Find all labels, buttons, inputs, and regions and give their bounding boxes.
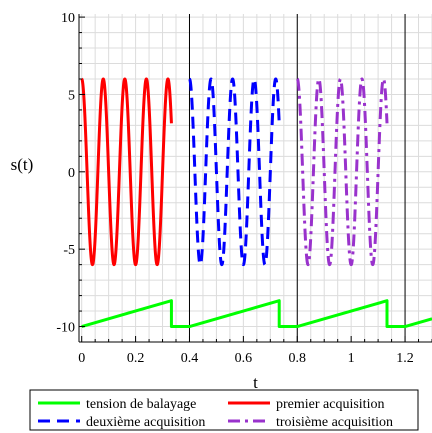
tick-labels: 0 0.2 0.4 0.6 0.8 1 1.2 -10 -5 0 5 10 <box>56 11 413 366</box>
x-tick-label: 1 <box>348 351 355 366</box>
legend-label: tension de balayage <box>86 397 196 412</box>
series-troisième-acquisition <box>295 77 389 267</box>
legend-label: troisième acquisition <box>276 415 393 430</box>
series-deuxième-acquisition <box>188 77 281 267</box>
y-axis-label: s(t) <box>11 155 34 174</box>
y-tick-label: 5 <box>68 88 75 103</box>
series-tension-de-balayage <box>81 299 432 329</box>
grid <box>79 14 432 342</box>
legend-box <box>29 389 419 431</box>
series-group <box>80 77 432 329</box>
y-tick-label: 10 <box>61 11 75 26</box>
legend-label: premier acquisition <box>276 397 384 412</box>
x-tick-label: 0.4 <box>181 351 199 366</box>
x-tick-label: 0.8 <box>289 351 307 366</box>
x-tick-label: 1.2 <box>396 351 414 366</box>
series-premier-acquisition <box>80 77 173 267</box>
x-axis-label: t <box>253 373 258 392</box>
x-tick-label: 0.2 <box>127 351 145 366</box>
axes <box>78 14 432 343</box>
y-tick-label: 0 <box>68 166 75 181</box>
x-tick-label: 0 <box>78 351 85 366</box>
y-tick-label: -5 <box>63 243 75 258</box>
vertical-separators <box>188 14 406 342</box>
legend-label: deuxième acquisition <box>86 415 205 430</box>
legend: tension de balayage premier acquisition de… <box>29 389 419 431</box>
y-tick-label: -10 <box>56 321 75 336</box>
x-tick-label: 0.6 <box>235 351 253 366</box>
